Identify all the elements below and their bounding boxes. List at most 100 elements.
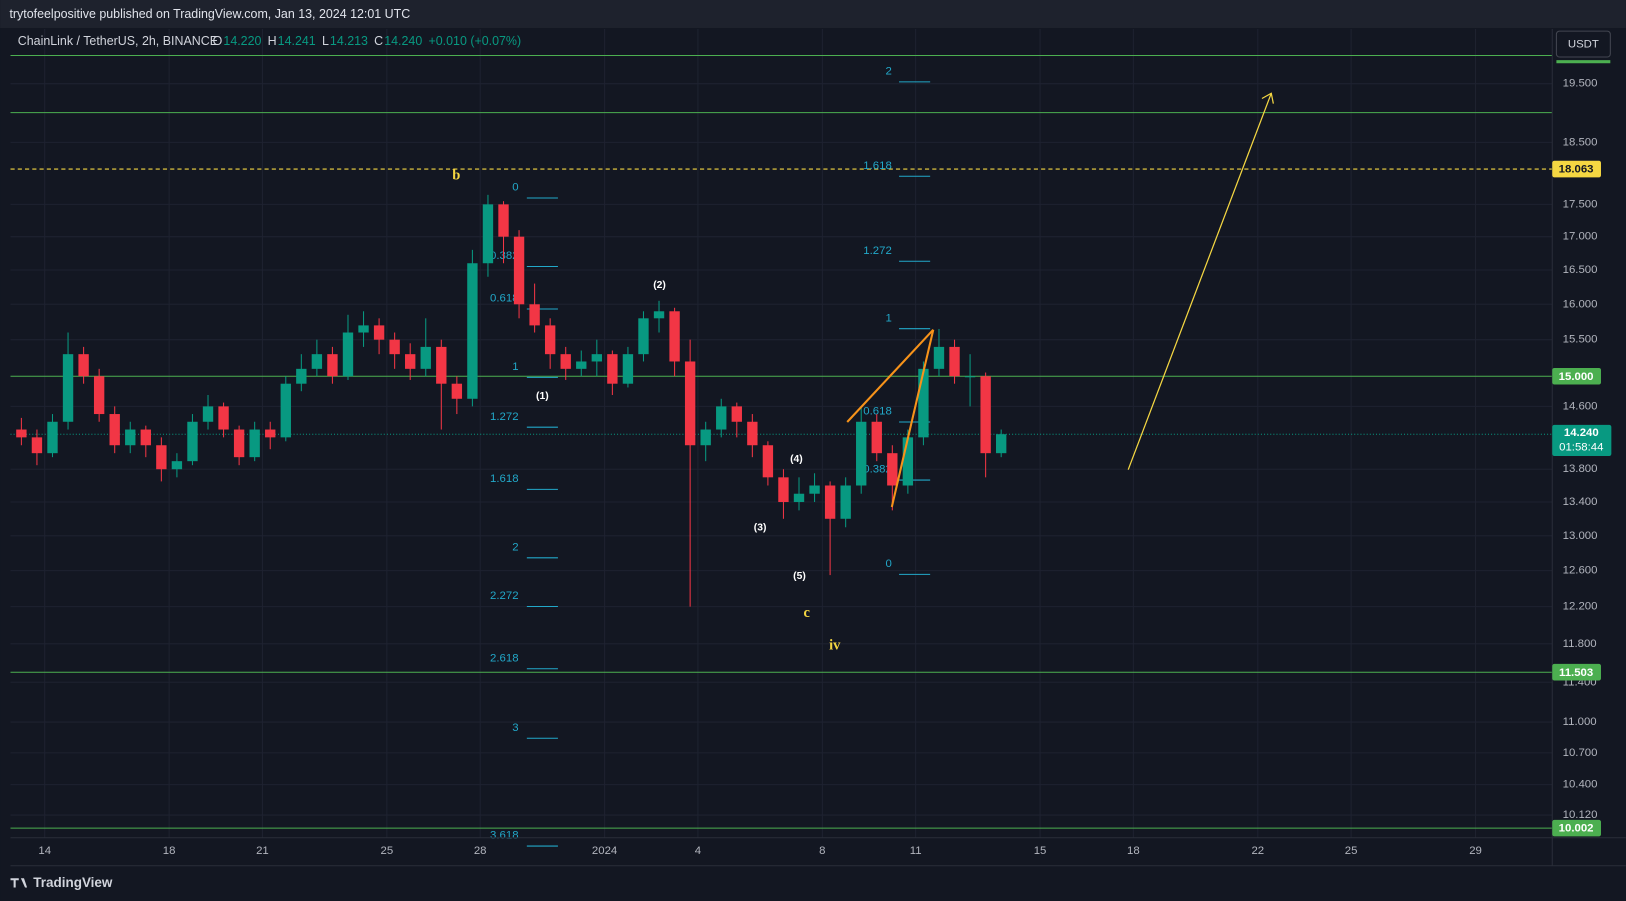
y-tick-label: 18.500 xyxy=(1563,136,1598,148)
x-tick-label: 18 xyxy=(1127,845,1140,857)
ohlc-key: L xyxy=(322,34,329,48)
candle-body xyxy=(420,346,431,369)
candle-body xyxy=(964,376,976,378)
fib-label: 2 xyxy=(885,66,891,78)
candle-body xyxy=(78,354,89,377)
fib-label: 3 xyxy=(512,722,518,734)
price-badge xyxy=(1552,367,1601,385)
wave-label: (2) xyxy=(653,280,666,291)
y-tick-label: 16.000 xyxy=(1563,298,1598,310)
candle-body xyxy=(684,361,696,446)
y-tick-label: 19.500 xyxy=(1563,78,1598,90)
wave-label: (3) xyxy=(754,522,767,533)
y-tick-label: 10.400 xyxy=(1563,779,1598,791)
x-tick-label: 25 xyxy=(1345,845,1358,857)
y-tick-label: 17.500 xyxy=(1563,198,1598,210)
publisher: trytofeelpositive published on TradingVi… xyxy=(9,7,410,21)
candle-body xyxy=(218,406,229,430)
candle-body xyxy=(156,445,167,470)
ohlc-legend: O 14.220 H 14.241 L 14.213 C 14.240 +0.010 (+0.0… xyxy=(213,34,521,48)
candle-body xyxy=(482,204,494,264)
change: +0.010 (+0.07%) xyxy=(428,34,521,48)
candle-body xyxy=(373,325,385,340)
ohlc-key: H xyxy=(268,34,277,48)
candle-body xyxy=(405,354,416,369)
candle-body xyxy=(918,368,929,438)
ohlc-key: O xyxy=(213,34,223,48)
candle-body xyxy=(265,429,276,438)
candle-body xyxy=(747,421,758,446)
candle-body xyxy=(638,318,649,355)
wave-label: (4) xyxy=(790,454,803,465)
ohlc-value: 14.241 xyxy=(278,34,316,48)
candle-body xyxy=(529,304,540,326)
ohlc-value: 14.240 xyxy=(384,34,422,48)
brand-logo xyxy=(10,878,28,888)
candle-body xyxy=(342,332,354,377)
candle-body xyxy=(544,325,556,355)
y-tick-label: 13.000 xyxy=(1563,530,1598,542)
candle-body xyxy=(576,361,587,369)
candle-body xyxy=(451,383,463,399)
candle-body xyxy=(856,421,867,486)
candle-body xyxy=(762,445,774,478)
candle-body xyxy=(436,346,447,384)
wave-label: (1) xyxy=(536,391,549,402)
wedge-line xyxy=(890,329,935,508)
candle-body xyxy=(31,437,43,454)
price-badge-label: 11.503 xyxy=(1559,667,1593,679)
wave-label: c xyxy=(804,605,811,621)
currency-button[interactable] xyxy=(1555,30,1611,58)
brand: TradingView xyxy=(33,875,113,890)
publisher-bar xyxy=(0,0,1626,28)
fib-label: 2.272 xyxy=(490,590,519,602)
y-tick-label: 12.600 xyxy=(1563,565,1598,577)
y-tick-label: 10.700 xyxy=(1563,747,1598,759)
x-tick-label: 22 xyxy=(1251,845,1264,857)
fib-label: 0 xyxy=(885,558,891,570)
x-tick-label: 11 xyxy=(910,845,922,857)
fib-label: 0.382 xyxy=(490,250,519,262)
candle-body xyxy=(47,421,58,454)
candle-body xyxy=(311,354,323,369)
fib-label: 1.272 xyxy=(490,411,519,423)
currency[interactable]: USDT xyxy=(1568,39,1599,51)
y-tick-label: 13.800 xyxy=(1563,463,1598,475)
arrow xyxy=(1127,93,1272,470)
candle-body xyxy=(62,354,74,422)
wedge-line xyxy=(846,329,935,423)
fib-label: 1.272 xyxy=(863,245,892,257)
fib-label: 1 xyxy=(885,312,891,324)
last-price-label: 14.240 xyxy=(1564,427,1599,439)
candle-body xyxy=(389,339,400,355)
candle-body xyxy=(824,485,836,519)
candle-body xyxy=(716,406,727,430)
fib-label: 1.618 xyxy=(863,160,892,172)
candle-body xyxy=(622,354,634,384)
fib-label: 0 xyxy=(512,182,518,194)
x-tick-label: 28 xyxy=(474,845,487,857)
last-price-badge xyxy=(1552,424,1612,456)
price-badge xyxy=(1552,663,1601,681)
x-tick-label: 21 xyxy=(256,845,269,857)
candle-body xyxy=(16,429,27,438)
candle-body xyxy=(93,376,105,415)
y-tick-label: 16.500 xyxy=(1563,264,1598,276)
candle-body xyxy=(995,434,1007,454)
candle-body xyxy=(171,461,183,470)
candle-body xyxy=(249,429,260,458)
fib-label: 0.382 xyxy=(863,464,892,476)
candle-body xyxy=(591,354,603,362)
countdown: 01:58:44 xyxy=(1559,442,1603,454)
x-tick-label: 29 xyxy=(1469,845,1482,857)
arrow-head xyxy=(1261,92,1274,104)
candle-body xyxy=(840,485,851,519)
y-tick-label: 15.500 xyxy=(1563,334,1598,346)
fib-label: 2.618 xyxy=(490,652,519,664)
x-tick-label: 14 xyxy=(38,845,51,857)
candle-body xyxy=(871,421,882,454)
candle-body xyxy=(731,406,742,422)
candle-body xyxy=(560,354,571,369)
y-tick-label: 11.000 xyxy=(1563,716,1597,728)
